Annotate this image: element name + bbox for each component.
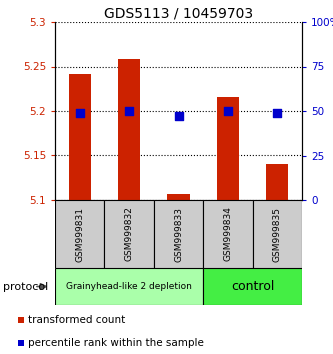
Bar <box>69 74 91 200</box>
Bar <box>18 340 24 346</box>
Bar <box>55 200 105 268</box>
Bar <box>118 59 140 200</box>
Bar <box>18 317 24 323</box>
Bar <box>253 200 302 268</box>
Point <box>176 114 181 119</box>
Text: control: control <box>231 280 274 293</box>
Bar <box>266 164 288 200</box>
Text: Grainyhead-like 2 depletion: Grainyhead-like 2 depletion <box>66 282 192 291</box>
Text: GSM999833: GSM999833 <box>174 206 183 262</box>
Bar <box>167 194 189 200</box>
Text: GSM999831: GSM999831 <box>75 206 84 262</box>
Bar <box>203 200 253 268</box>
Point <box>275 110 280 116</box>
Bar <box>105 200 154 268</box>
Title: GDS5113 / 10459703: GDS5113 / 10459703 <box>104 7 253 21</box>
Point <box>127 108 132 114</box>
Bar <box>154 200 203 268</box>
Text: GSM999835: GSM999835 <box>273 206 282 262</box>
Point <box>77 110 82 116</box>
Text: transformed count: transformed count <box>28 315 125 325</box>
Text: GSM999832: GSM999832 <box>125 207 134 262</box>
Point <box>225 108 230 114</box>
Bar <box>55 268 203 305</box>
Text: percentile rank within the sample: percentile rank within the sample <box>28 338 204 348</box>
Text: GSM999834: GSM999834 <box>223 207 232 262</box>
Bar <box>217 97 239 200</box>
Text: protocol: protocol <box>3 281 49 291</box>
Bar <box>203 268 302 305</box>
